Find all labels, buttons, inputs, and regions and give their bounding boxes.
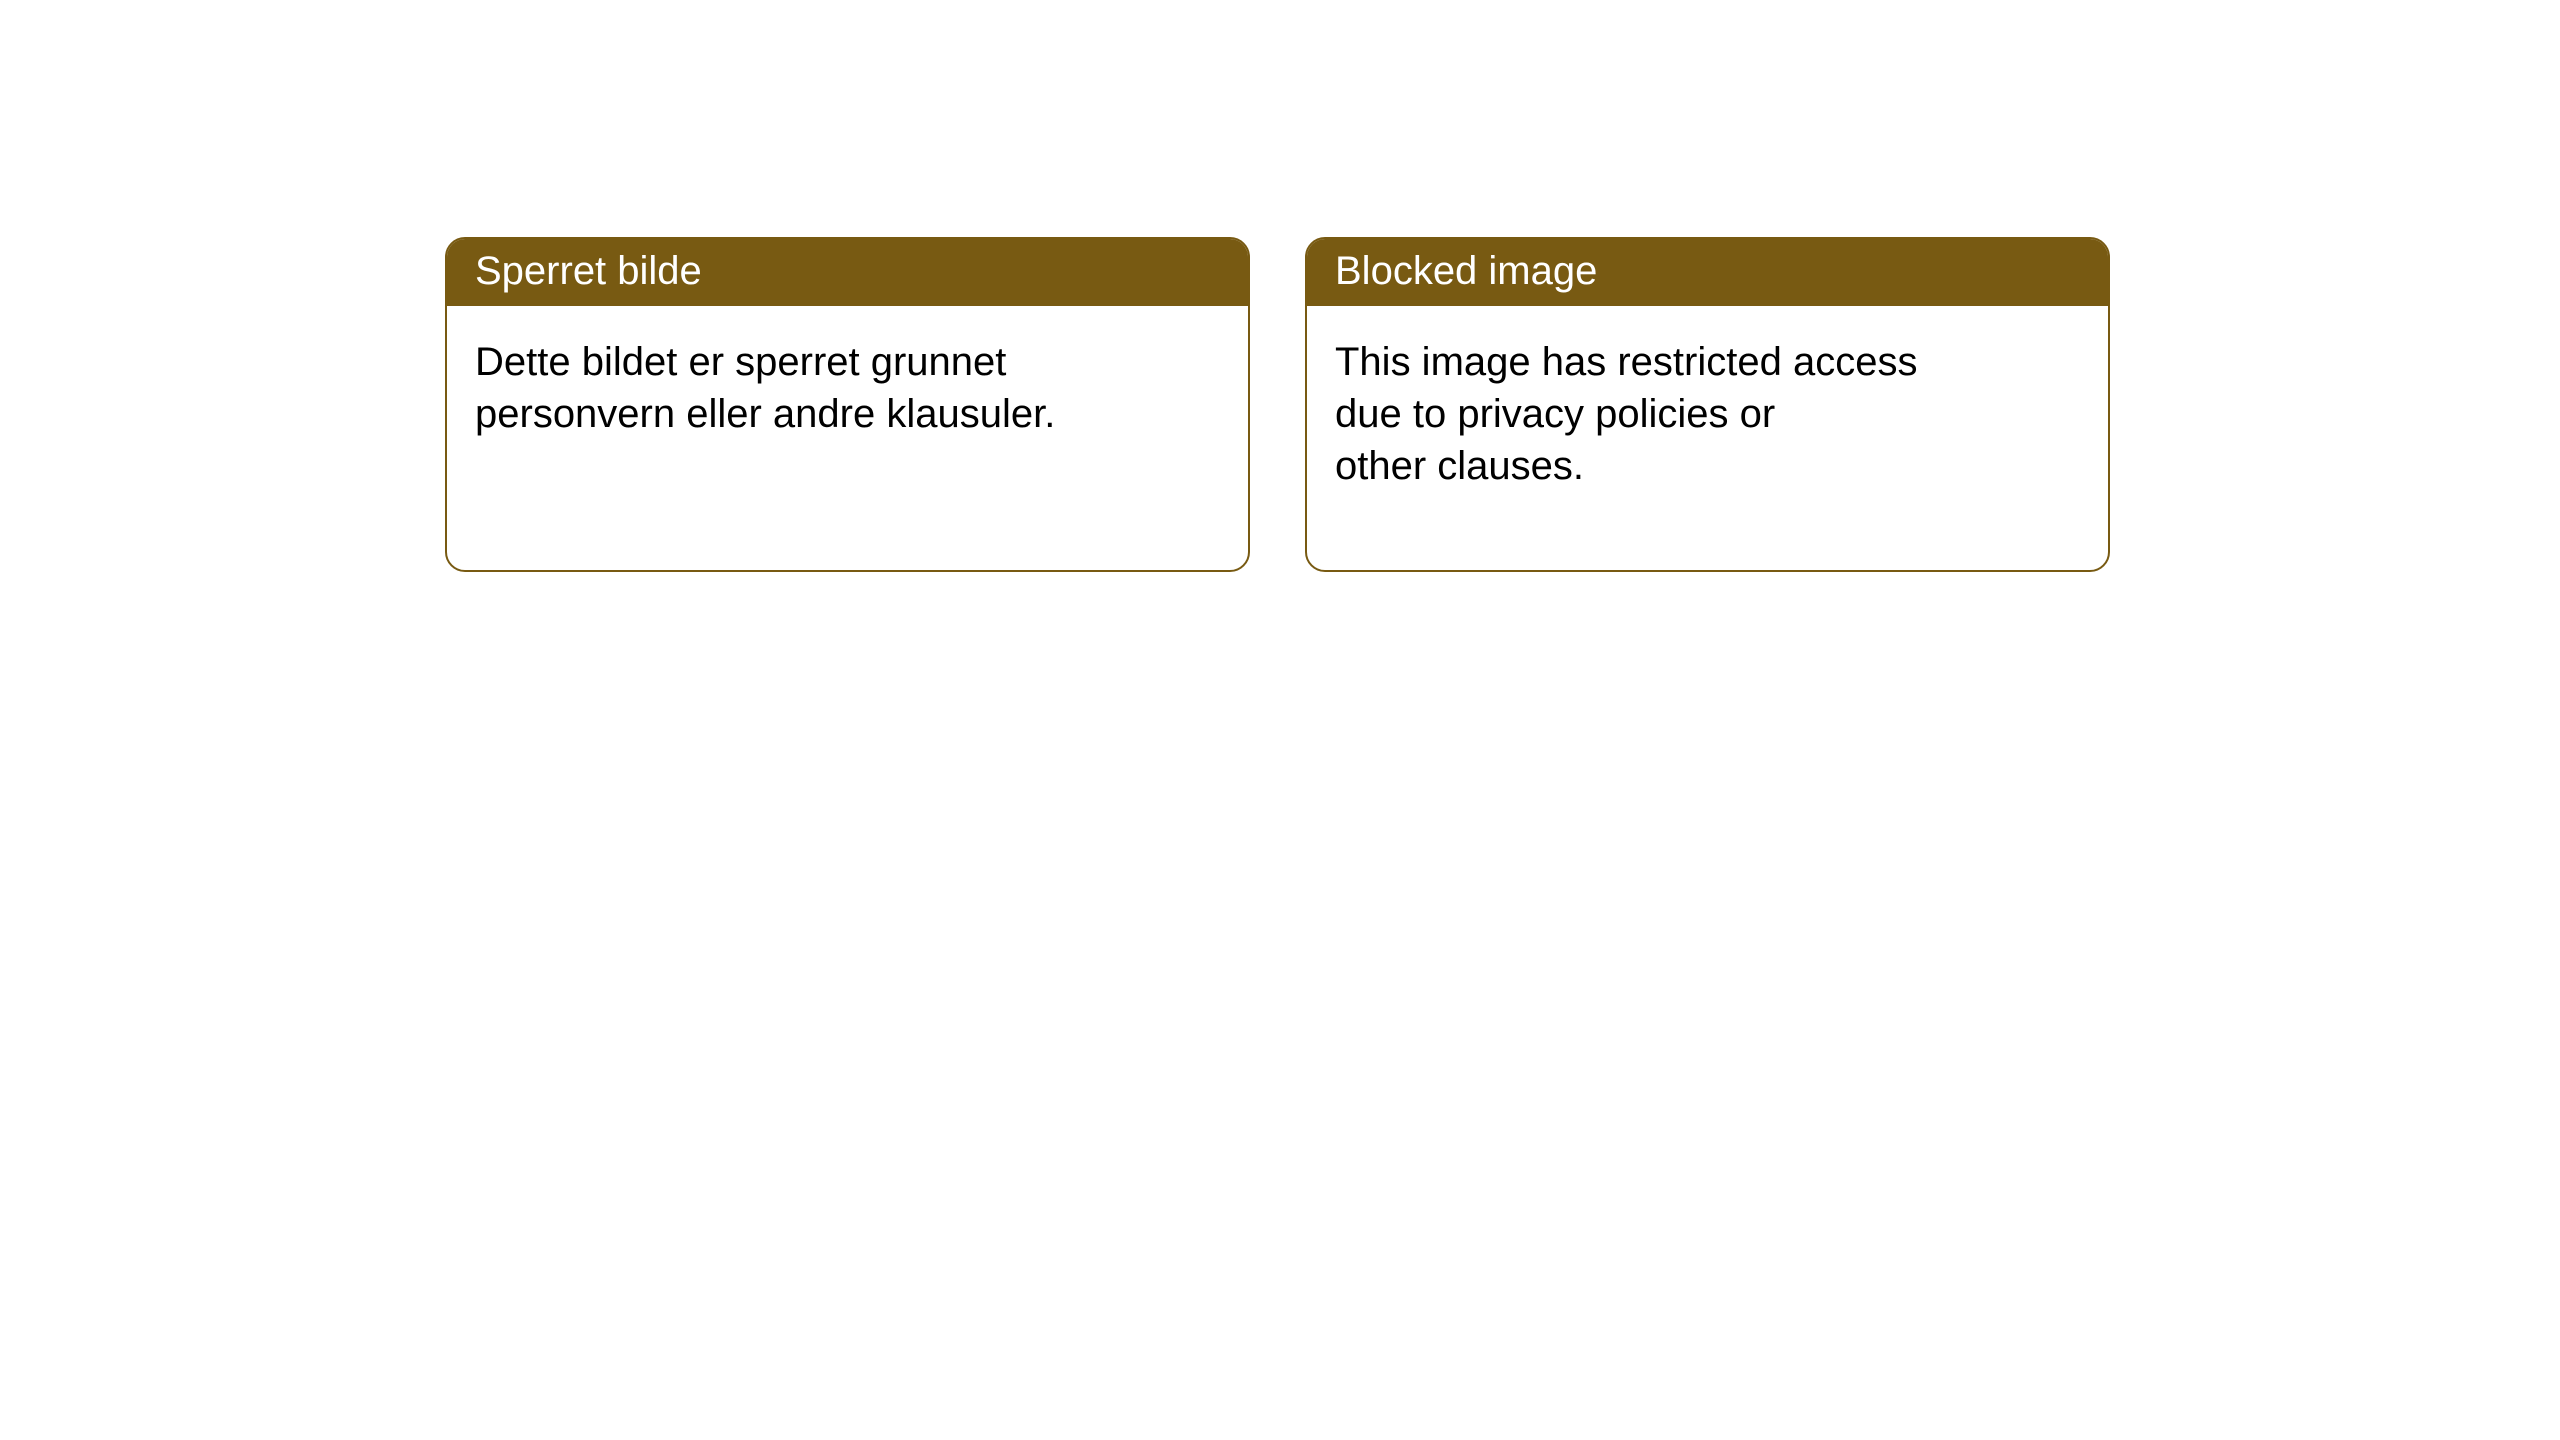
notice-container: Sperret bilde Dette bildet er sperret gr… bbox=[0, 0, 2560, 572]
notice-card-english: Blocked image This image has restricted … bbox=[1305, 237, 2110, 572]
notice-body-norwegian: Dette bildet er sperret grunnet personve… bbox=[447, 306, 1147, 470]
notice-title-english: Blocked image bbox=[1307, 239, 2108, 306]
notice-body-english: This image has restricted access due to … bbox=[1307, 306, 2007, 522]
notice-title-norwegian: Sperret bilde bbox=[447, 239, 1248, 306]
notice-card-norwegian: Sperret bilde Dette bildet er sperret gr… bbox=[445, 237, 1250, 572]
